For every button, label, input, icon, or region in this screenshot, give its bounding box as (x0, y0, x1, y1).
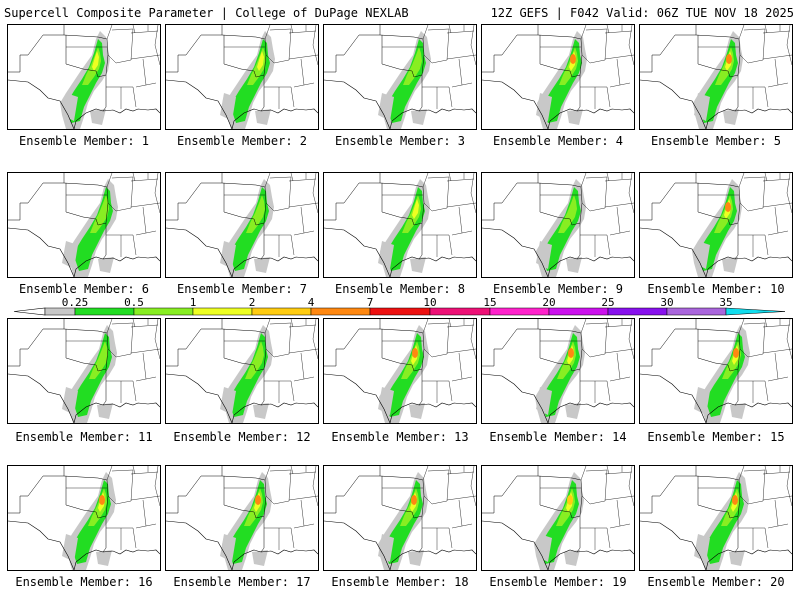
ensemble-map (640, 319, 792, 423)
member-label: Ensemble Member: 9 (492, 282, 624, 296)
colorbar-tick-label: 25 (601, 298, 614, 309)
ensemble-map (482, 466, 634, 570)
colorbar-segment (725, 307, 786, 316)
member-label: Ensemble Member: 4 (492, 134, 624, 148)
ensemble-map (166, 319, 318, 423)
member-label: Ensemble Member: 19 (489, 575, 627, 589)
colorbar-tick-label: 1 (190, 298, 197, 309)
member-label: Ensemble Member: 11 (15, 430, 153, 444)
map-panel-member-15 (639, 318, 793, 424)
member-label: Ensemble Member: 1 (18, 134, 150, 148)
member-label: Ensemble Member: 20 (647, 575, 785, 589)
ensemble-map (482, 173, 634, 277)
map-panel-member-13 (323, 318, 477, 424)
colorbar-segment (607, 307, 668, 316)
colorbar-segment (310, 307, 371, 316)
color-scale-bar: 0.25 0.5 1 2 4 7 10 15 20 25 30 35 (13, 298, 786, 316)
colorbar-segment (666, 307, 727, 316)
member-label: Ensemble Member: 16 (15, 575, 153, 589)
ensemble-map (482, 319, 634, 423)
map-panel-member-20 (639, 465, 793, 571)
colorbar-segment (192, 307, 253, 316)
ensemble-map (8, 25, 160, 129)
map-panel-member-6 (7, 172, 161, 278)
colorbar-tick-label: 4 (308, 298, 315, 309)
map-panel-member-9 (481, 172, 635, 278)
colorbar-tick-label: 10 (423, 298, 436, 309)
colorbar-segment (429, 307, 491, 316)
map-panel-member-8 (323, 172, 477, 278)
map-panel-member-4 (481, 24, 635, 130)
colorbar-tick-label: 35 (719, 298, 732, 309)
member-label: Ensemble Member: 13 (331, 430, 469, 444)
member-label: Ensemble Member: 15 (647, 430, 785, 444)
colorbar-segment (44, 307, 76, 316)
colorbar-tick-label: 30 (660, 298, 673, 309)
chart-title: Supercell Composite Parameter | College … (4, 6, 409, 20)
member-label: Ensemble Member: 12 (173, 430, 311, 444)
ensemble-map (324, 25, 476, 129)
ensemble-map (166, 466, 318, 570)
map-panel-member-16 (7, 465, 161, 571)
map-panel-member-14 (481, 318, 635, 424)
run-valid-time: 12Z GEFS | F042 Valid: 06Z TUE NOV 18 20… (490, 6, 794, 20)
map-panel-member-17 (165, 465, 319, 571)
member-label: Ensemble Member: 8 (334, 282, 466, 296)
map-panel-member-19 (481, 465, 635, 571)
colorbar-segment (548, 307, 609, 316)
ensemble-map (640, 173, 792, 277)
ensemble-map (324, 466, 476, 570)
ensemble-map (324, 173, 476, 277)
colorbar-left-arrow (13, 307, 46, 316)
map-panel-member-11 (7, 318, 161, 424)
map-panel-member-3 (323, 24, 477, 130)
colorbar-tick-label: 15 (483, 298, 496, 309)
colorbar-tick-label: 0.25 (62, 298, 89, 309)
map-panel-member-10 (639, 172, 793, 278)
ensemble-map (8, 466, 160, 570)
member-label: Ensemble Member: 6 (18, 282, 150, 296)
map-panel-member-2 (165, 24, 319, 130)
colorbar-segment (489, 307, 550, 316)
colorbar-tick-label: 2 (249, 298, 256, 309)
member-label: Ensemble Member: 10 (647, 282, 785, 296)
colorbar-segment (251, 307, 312, 316)
colorbar-segment (369, 307, 431, 316)
ensemble-map (640, 25, 792, 129)
ensemble-map (8, 173, 160, 277)
member-label: Ensemble Member: 18 (331, 575, 469, 589)
ensemble-map (640, 466, 792, 570)
colorbar-tick-label: 0.5 (124, 298, 144, 309)
member-label: Ensemble Member: 7 (176, 282, 308, 296)
member-label: Ensemble Member: 5 (650, 134, 782, 148)
ensemble-map (324, 319, 476, 423)
map-panel-member-7 (165, 172, 319, 278)
ensemble-map (482, 25, 634, 129)
colorbar-tick-label: 7 (367, 298, 374, 309)
map-panel-member-12 (165, 318, 319, 424)
member-label: Ensemble Member: 17 (173, 575, 311, 589)
colorbar-tick-label: 20 (542, 298, 555, 309)
member-label: Ensemble Member: 3 (334, 134, 466, 148)
map-panel-member-18 (323, 465, 477, 571)
ensemble-map (166, 173, 318, 277)
colorbar-segment (74, 307, 135, 316)
map-panel-member-5 (639, 24, 793, 130)
member-label: Ensemble Member: 2 (176, 134, 308, 148)
ensemble-map (166, 25, 318, 129)
colorbar-segment (133, 307, 194, 316)
ensemble-map (8, 319, 160, 423)
map-panel-member-1 (7, 24, 161, 130)
member-label: Ensemble Member: 14 (489, 430, 627, 444)
